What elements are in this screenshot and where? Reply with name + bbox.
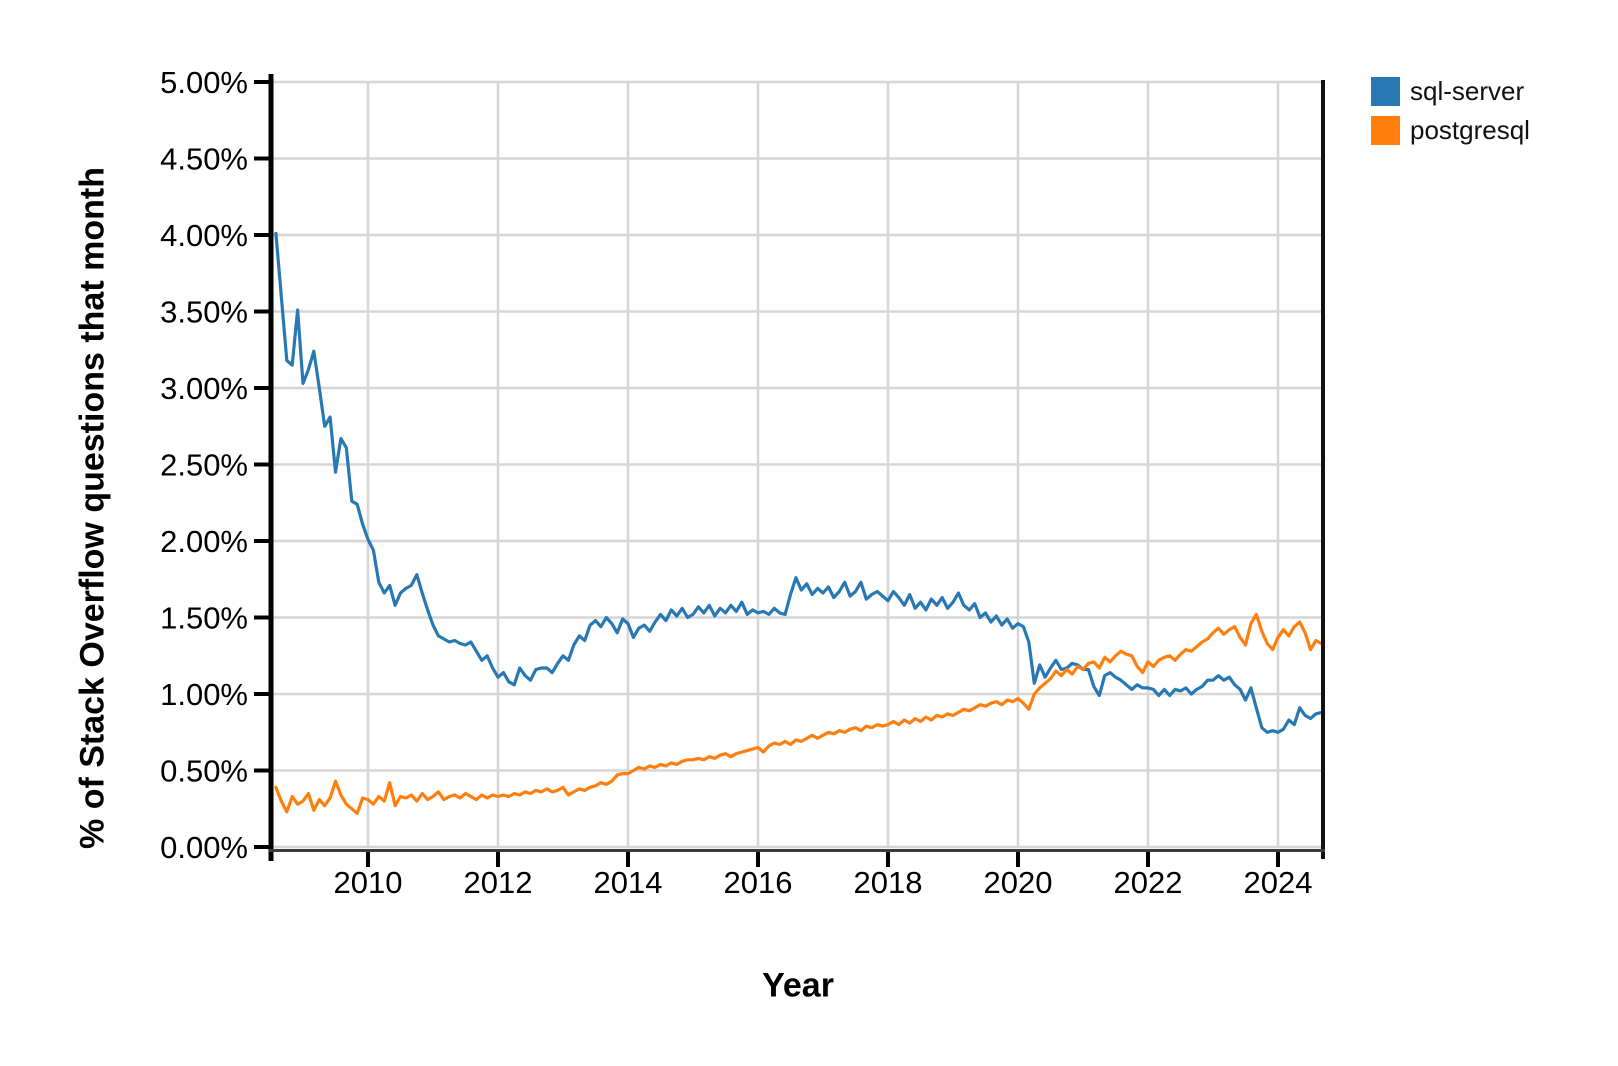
sql-server-swatch-icon xyxy=(1371,77,1400,106)
y-tick-label: 5.00% xyxy=(160,65,248,100)
x-tick-label: 2014 xyxy=(594,865,663,900)
series-line-postgresql xyxy=(274,612,1323,815)
legend: sql-server postgresql xyxy=(1371,76,1530,145)
y-tick-label: 4.50% xyxy=(160,142,248,177)
series-line-sql-server xyxy=(274,231,1323,734)
x-tick-label: 2016 xyxy=(724,865,793,900)
legend-entry-postgresql: postgresql xyxy=(1371,115,1530,145)
legend-label-postgresql: postgresql xyxy=(1410,115,1530,145)
x-tick-label: 2012 xyxy=(464,865,533,900)
y-tick-label: 2.00% xyxy=(160,524,248,559)
x-tick-label: 2020 xyxy=(984,865,1053,900)
legend-label-sql-server: sql-server xyxy=(1410,76,1525,106)
x-tick-label: 2018 xyxy=(854,865,923,900)
y-tick-label: 0.00% xyxy=(160,830,248,865)
x-tick-label: 2010 xyxy=(334,865,403,900)
x-tick-label: 2024 xyxy=(1244,865,1313,900)
postgresql-swatch-icon xyxy=(1371,116,1400,145)
y-axis-title: % of Stack Overflow questions that month xyxy=(73,167,112,849)
y-tick-label: 1.00% xyxy=(160,677,248,712)
legend-entry-sql-server: sql-server xyxy=(1371,76,1530,106)
x-axis-title: Year xyxy=(762,966,834,1005)
y-tick-label: 4.00% xyxy=(160,218,248,253)
x-tick-label: 2022 xyxy=(1114,865,1183,900)
y-tick-label: 1.50% xyxy=(160,601,248,636)
y-tick-label: 0.50% xyxy=(160,754,248,789)
y-tick-label: 2.50% xyxy=(160,448,248,483)
y-tick-label: 3.50% xyxy=(160,295,248,330)
y-tick-label: 3.00% xyxy=(160,371,248,406)
